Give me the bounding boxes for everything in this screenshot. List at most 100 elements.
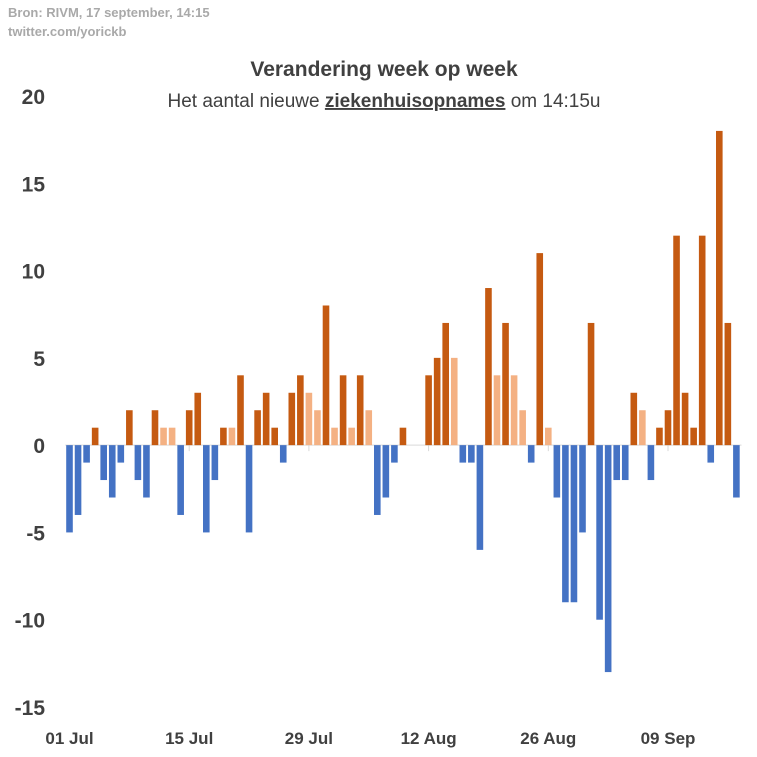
y-tick-label: 20 — [22, 86, 45, 109]
bar — [485, 288, 492, 446]
bar — [108, 445, 116, 498]
y-tick-label: 15 — [22, 173, 46, 196]
bar — [450, 357, 458, 446]
bar — [143, 445, 150, 498]
bar — [724, 322, 732, 446]
bar — [442, 322, 449, 446]
bar — [493, 375, 501, 446]
bar — [91, 427, 99, 446]
bar — [656, 427, 663, 446]
x-tick-label: 12 Aug — [401, 729, 457, 748]
y-tick-label: 0 — [33, 435, 45, 458]
x-tick-label: 09 Sep — [641, 729, 696, 748]
chart-title: Verandering week op week — [250, 58, 518, 81]
bar — [382, 445, 390, 498]
bar — [245, 445, 253, 533]
bar — [579, 445, 586, 533]
subtitle-emphasis: ziekenhuisopnames — [325, 91, 506, 112]
bar — [271, 427, 278, 446]
bar — [681, 392, 689, 446]
bar — [664, 410, 672, 446]
bar — [433, 357, 441, 446]
bar — [630, 392, 638, 446]
bar — [545, 427, 552, 446]
bar — [673, 235, 680, 446]
x-tick-label: 01 Jul — [45, 729, 93, 748]
bar — [536, 253, 544, 446]
bar — [690, 427, 697, 446]
bar — [476, 445, 484, 550]
y-axis-ticks: 20 15 10 5 0 -5 -10 -15 — [15, 86, 46, 720]
bar — [331, 427, 338, 446]
bar — [399, 427, 407, 446]
bar — [562, 445, 569, 603]
bar — [100, 445, 107, 481]
y-tick-label: 10 — [22, 261, 45, 284]
bar — [228, 427, 236, 446]
bar — [459, 445, 467, 463]
bar — [570, 445, 578, 603]
y-tick-label: -15 — [15, 697, 46, 720]
bar — [322, 305, 330, 446]
bar — [314, 410, 321, 446]
bar — [262, 392, 270, 446]
x-axis-ticks: 01 Jul 15 Jul 29 Jul 12 Aug 26 Aug 09 Sep — [45, 729, 695, 748]
bar — [621, 445, 629, 481]
x-axis-tick-marks — [69, 445, 669, 452]
bar — [527, 445, 535, 463]
bar — [83, 445, 90, 463]
bar — [604, 445, 612, 673]
bar — [596, 445, 603, 620]
bar — [134, 445, 142, 481]
bar — [356, 375, 364, 446]
bar — [647, 445, 655, 481]
bar — [425, 375, 432, 446]
bar — [733, 445, 740, 498]
bar — [168, 427, 176, 446]
bar — [185, 410, 193, 446]
bar — [348, 427, 355, 446]
bar — [502, 322, 509, 446]
bar — [297, 375, 304, 446]
bar — [365, 410, 373, 446]
bar — [707, 445, 715, 463]
y-tick-label: -5 — [26, 522, 45, 545]
y-tick-label: -10 — [15, 610, 45, 633]
bar — [66, 445, 73, 533]
bars — [66, 130, 740, 673]
bar — [613, 445, 620, 481]
bar — [288, 392, 296, 446]
source-credit: Bron: RIVM, 17 september, 14:15 — [8, 5, 210, 20]
x-tick-label: 15 Jul — [165, 729, 213, 748]
bar — [237, 375, 244, 446]
bar — [160, 427, 167, 446]
x-tick-label: 26 Aug — [520, 729, 576, 748]
bar — [194, 392, 202, 446]
subtitle-suffix: om 14:15u — [505, 91, 600, 112]
bar — [716, 130, 723, 446]
subtitle-prefix: Het aantal nieuwe — [167, 91, 324, 112]
bar — [305, 392, 313, 446]
bar — [391, 445, 398, 463]
source-twitter-handle: twitter.com/yorickb — [8, 24, 127, 39]
bar — [254, 410, 261, 446]
bar — [519, 410, 526, 446]
bar — [510, 375, 518, 446]
x-tick-label: 29 Jul — [285, 729, 333, 748]
bar — [220, 427, 227, 446]
bar — [211, 445, 219, 481]
bar — [339, 375, 347, 446]
bar — [117, 445, 125, 463]
chart-subtitle: Het aantal nieuwe ziekenhuisopnames om 1… — [167, 91, 600, 112]
bar — [151, 410, 159, 446]
y-tick-label: 5 — [33, 348, 45, 371]
bar — [203, 445, 210, 533]
bar — [374, 445, 381, 515]
bar — [468, 445, 475, 463]
bar — [639, 410, 646, 446]
bar — [279, 445, 287, 463]
bar — [177, 445, 184, 515]
bar — [74, 445, 82, 515]
bar — [698, 235, 706, 446]
